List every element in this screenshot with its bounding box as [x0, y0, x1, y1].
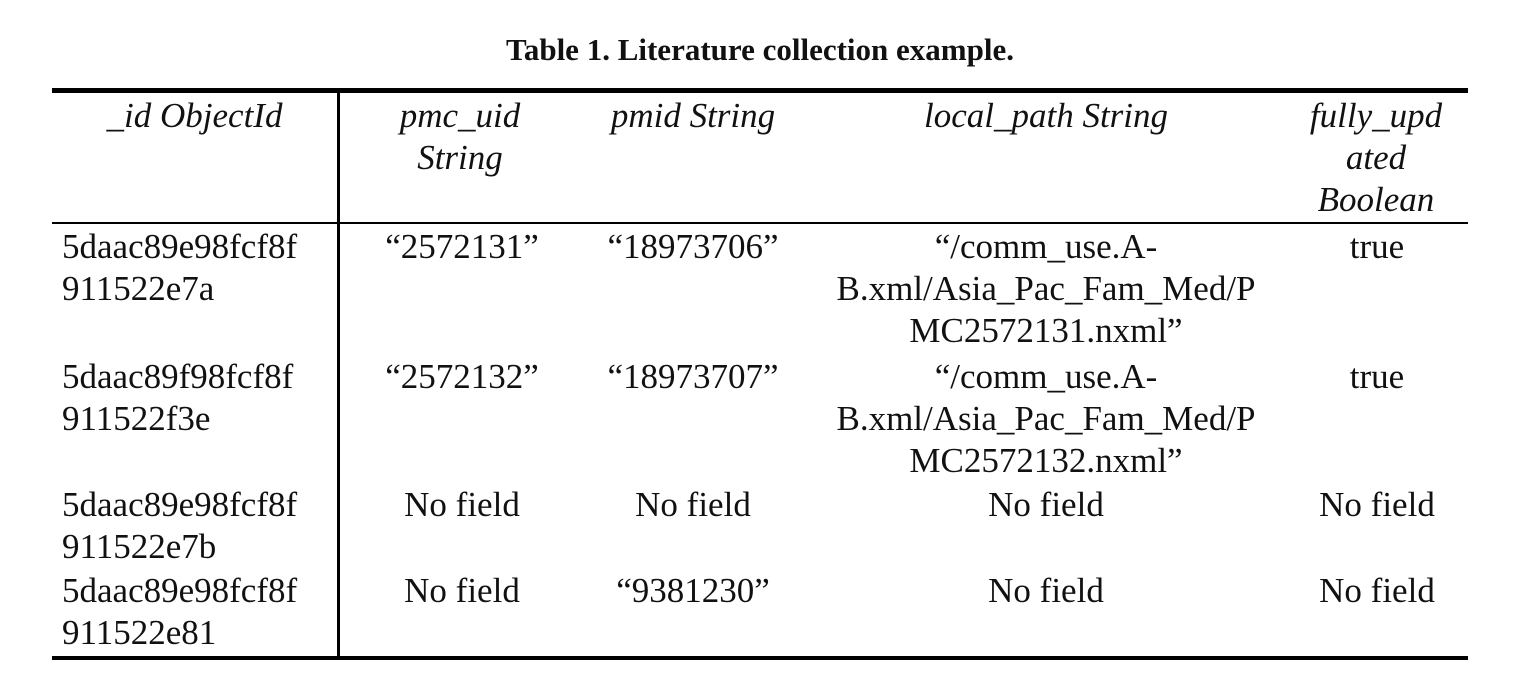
table-cell-local-path: No field: [806, 484, 1286, 526]
column-header-local-path: local_path String: [806, 95, 1286, 137]
table-cell-id-line: 911522f3e: [62, 399, 211, 438]
table-cell-local-path-line: B.xml/Asia_Pac_Fam_Med/P: [836, 399, 1256, 438]
table-cell-id-line: 5daac89e98fcf8f: [62, 227, 298, 266]
column-header-pmc-uid-line: pmc_uid: [399, 96, 521, 135]
table-cell-local-path: “/comm_use.A- B.xml/Asia_Pac_Fam_Med/P M…: [806, 356, 1286, 482]
table-column-divider: [337, 92, 340, 658]
table-cell-fully-updated: No field: [1319, 571, 1435, 610]
table-cell-id: 5daac89e98fcf8f 911522e81: [62, 570, 332, 654]
table-cell-id: 5daac89f98fcf8f 911522f3e: [62, 356, 332, 440]
column-header-pmid-line: pmid String: [610, 96, 776, 135]
column-header-id-line: _id ObjectId: [106, 96, 283, 135]
table-cell-pmid: “18973707”: [607, 357, 779, 396]
table-header-rule: [52, 222, 1468, 224]
table-cell-local-path-line: “/comm_use.A-: [934, 357, 1158, 396]
table-cell-id-line: 5daac89f98fcf8f: [62, 357, 294, 396]
column-header-local-path-line: local_path String: [923, 96, 1169, 135]
table-cell-pmc-uid: No field: [404, 485, 520, 524]
column-header-id: _id ObjectId: [52, 95, 337, 137]
column-header-fully-updated: fully_upd ated Boolean: [1290, 95, 1462, 221]
table-cell-pmc-uid: “2572132”: [385, 357, 539, 396]
column-header-fully-updated-line: fully_upd: [1309, 96, 1443, 135]
table-cell-pmc-uid: “2572131”: [385, 227, 539, 266]
table-cell-id-line: 911522e7b: [62, 527, 217, 566]
table-caption: Table 1. Literature collection example.: [506, 32, 1014, 67]
column-header-fully-updated-line: ated: [1345, 138, 1407, 177]
table-cell-local-path-line: No field: [988, 485, 1104, 524]
table-cell-id-line: 911522e81: [62, 613, 217, 652]
table-cell-pmc-uid: No field: [404, 571, 520, 610]
table-cell-id: 5daac89e98fcf8f 911522e7a: [62, 226, 332, 310]
table-cell-local-path-line: MC2572132.nxml”: [909, 441, 1183, 480]
table-bottom-rule: [52, 656, 1468, 660]
table-cell-id-line: 5daac89e98fcf8f: [62, 485, 298, 524]
table-cell-pmid: “9381230”: [616, 571, 770, 610]
column-header-pmc-uid: pmc_uid String: [380, 95, 540, 179]
table-cell-local-path-line: “/comm_use.A-: [934, 227, 1158, 266]
column-header-fully-updated-line: Boolean: [1317, 180, 1435, 219]
table-cell-fully-updated: true: [1349, 227, 1405, 266]
table-top-rule: [52, 88, 1468, 93]
table-cell-local-path-line: B.xml/Asia_Pac_Fam_Med/P: [836, 269, 1256, 308]
table-cell-pmid: “18973706”: [607, 227, 779, 266]
table-cell-id: 5daac89e98fcf8f 911522e7b: [62, 484, 332, 568]
table-cell-local-path-line: No field: [988, 571, 1104, 610]
table-cell-local-path: “/comm_use.A- B.xml/Asia_Pac_Fam_Med/P M…: [806, 226, 1286, 352]
table-cell-fully-updated: No field: [1319, 485, 1435, 524]
table-cell-local-path: No field: [806, 570, 1286, 612]
table-cell-id-line: 5daac89e98fcf8f: [62, 571, 298, 610]
column-header-pmc-uid-line: String: [417, 138, 503, 177]
table-cell-pmid: No field: [635, 485, 751, 524]
table-cell-local-path-line: MC2572131.nxml”: [909, 311, 1183, 350]
table-cell-fully-updated: true: [1349, 357, 1405, 396]
table-cell-id-line: 911522e7a: [62, 269, 215, 308]
column-header-pmid: pmid String: [580, 95, 806, 137]
